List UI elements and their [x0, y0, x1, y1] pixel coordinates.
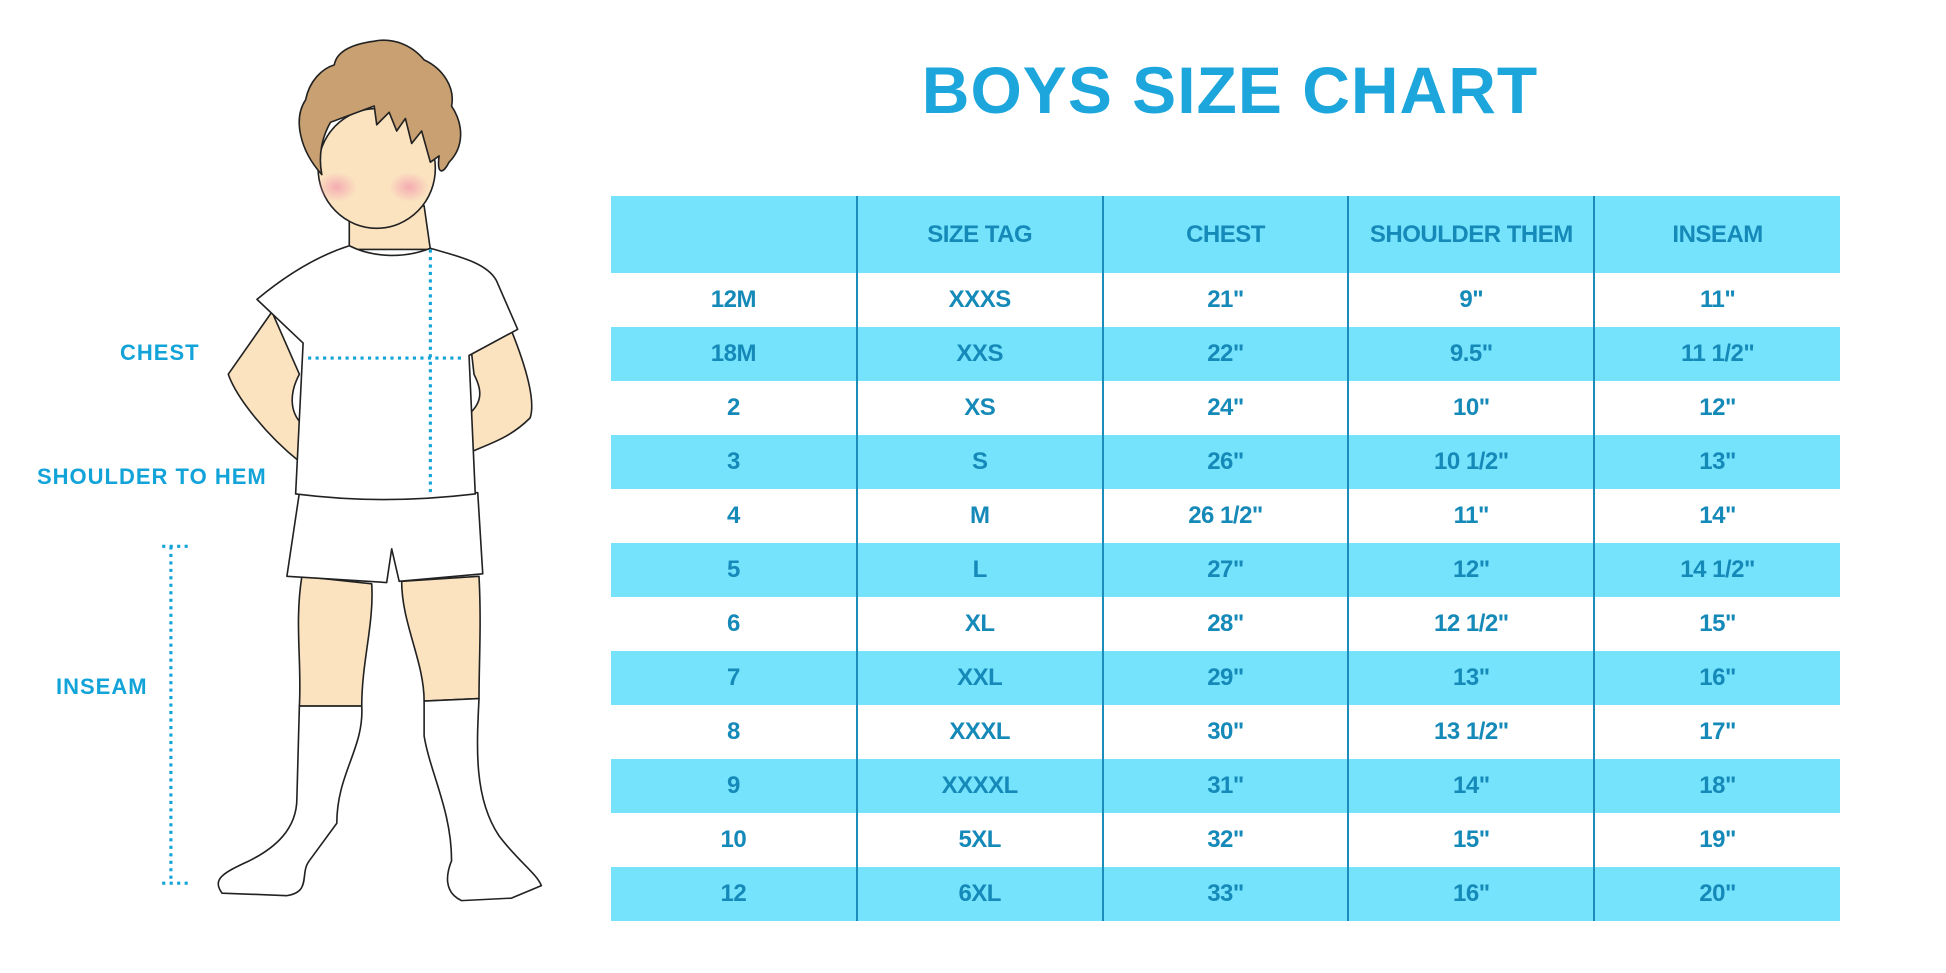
table-cell: 10 1/2": [1347, 435, 1595, 489]
size-chart-table: SIZE TAG CHEST SHOULDER THEM INSEAM 12M XXXS…: [611, 196, 1840, 921]
table-cell: 15": [1347, 813, 1595, 867]
table-cell: XXL: [855, 651, 1103, 705]
table-cell: XS: [855, 381, 1103, 435]
table-cell: 12: [611, 867, 857, 921]
left-arm: [227, 311, 303, 463]
table-cell: 12M: [710, 286, 757, 313]
table-row: 18M XXS 22" 9.5" 11 1/2": [611, 327, 1840, 381]
column-header: INSEAM: [1593, 196, 1840, 273]
table-header-row: SIZE TAG CHEST SHOULDER THEM INSEAM: [611, 196, 1840, 273]
right-arm: [468, 329, 533, 453]
table-row: 3 S 26" 10 1/2" 13": [611, 435, 1840, 489]
table-cell: 22": [1101, 327, 1349, 381]
table-cell: 6XL: [855, 867, 1103, 921]
table-cell: 17": [1593, 705, 1840, 759]
table-cell: M: [855, 489, 1103, 543]
table-cell: 14": [1347, 759, 1595, 813]
table-cell: XXXL: [855, 705, 1103, 759]
table-cell: 32": [1101, 813, 1349, 867]
table-row: 12M XXXS 21" 9" 11": [611, 273, 1840, 327]
table-cell: 7: [611, 651, 857, 705]
shoulder-to-hem-label: SHOULDER TO HEM: [37, 464, 267, 489]
table-row: 6 XL 28" 12 1/2" 15": [611, 597, 1840, 651]
left-sock: [217, 705, 363, 897]
table-cell: 2: [726, 394, 740, 421]
table-cell: 5XL: [855, 813, 1103, 867]
chest-label: CHEST: [120, 340, 200, 365]
table-cell: 11 1/2": [1593, 327, 1840, 381]
table-cell: 29": [1101, 651, 1349, 705]
table-row: 7 XXL 29" 13" 16": [611, 651, 1840, 705]
table-cell: 12 1/2": [1347, 597, 1595, 651]
table-cell: 12": [1347, 543, 1595, 597]
table-cell: 4: [726, 502, 740, 529]
hair: [298, 39, 462, 176]
table-cell: 16": [1593, 651, 1840, 705]
table-cell: 9": [1347, 273, 1595, 327]
table-cell: 28": [1101, 597, 1349, 651]
table-cell: 14": [1593, 489, 1840, 543]
table-row: 9 XXXXL 31" 14" 18": [611, 759, 1840, 813]
table-cell: 9: [611, 759, 857, 813]
table-row: 12 6XL 33" 16" 20": [611, 867, 1840, 921]
shirt: [256, 244, 519, 501]
page-title: BOYS SIZE CHART: [921, 53, 1539, 127]
table-cell: 30": [1101, 705, 1349, 759]
left-leg: [297, 575, 373, 707]
table-cell: 5: [611, 543, 857, 597]
table-cell: 8: [726, 718, 740, 745]
table-cell: 3: [611, 435, 857, 489]
column-header: SHOULDER THEM: [1347, 196, 1595, 273]
table-cell: 13": [1593, 435, 1840, 489]
inseam-label: INSEAM: [56, 674, 148, 699]
table-row: 4 M 26 1/2" 11" 14": [611, 489, 1840, 543]
table-cell: 6: [726, 610, 740, 637]
table-cell: 13": [1347, 651, 1595, 705]
table-cell: 13 1/2": [1347, 705, 1595, 759]
table-cell: 14 1/2": [1593, 543, 1840, 597]
table-cell: 11": [1593, 273, 1840, 327]
table-cell: 33": [1101, 867, 1349, 921]
table-cell: 10": [1347, 381, 1595, 435]
table-row: 5 L 27" 12" 14 1/2": [611, 543, 1840, 597]
table-cell: 27": [1101, 543, 1349, 597]
table-cell: 20": [1593, 867, 1840, 921]
table-row: 8 XXXL 30" 13 1/2" 17": [611, 705, 1840, 759]
column-header: CHEST: [1101, 196, 1349, 273]
table-cell: 26 1/2": [1101, 489, 1349, 543]
table-row: 2 XS 24" 10" 12": [611, 381, 1840, 435]
table-cell: 21": [1101, 273, 1349, 327]
table-cell: 24": [1101, 381, 1349, 435]
table-cell: 31": [1101, 759, 1349, 813]
right-leg: [400, 575, 481, 702]
table-cell: 15": [1593, 597, 1840, 651]
table-cell: 11": [1347, 489, 1595, 543]
table-cell: 10: [720, 826, 747, 853]
table-row: 10 5XL 32" 15" 19": [611, 813, 1840, 867]
table-cell: XL: [855, 597, 1103, 651]
table-cell: 12": [1593, 381, 1840, 435]
shorts: [286, 491, 484, 584]
table-cell: XXXS: [855, 273, 1103, 327]
table-cell: 19": [1593, 813, 1840, 867]
table-cell: S: [855, 435, 1103, 489]
table-cell: 18": [1593, 759, 1840, 813]
table-cell: XXS: [855, 327, 1103, 381]
table-cell: XXXXL: [855, 759, 1103, 813]
table-cell: 18M: [611, 327, 857, 381]
table-cell: 26": [1101, 435, 1349, 489]
table-cell: 9.5": [1347, 327, 1595, 381]
column-header: [611, 196, 857, 273]
table-cell: L: [855, 543, 1103, 597]
right-sock: [423, 697, 543, 902]
column-header: SIZE TAG: [855, 196, 1103, 273]
table-cell: 16": [1347, 867, 1595, 921]
